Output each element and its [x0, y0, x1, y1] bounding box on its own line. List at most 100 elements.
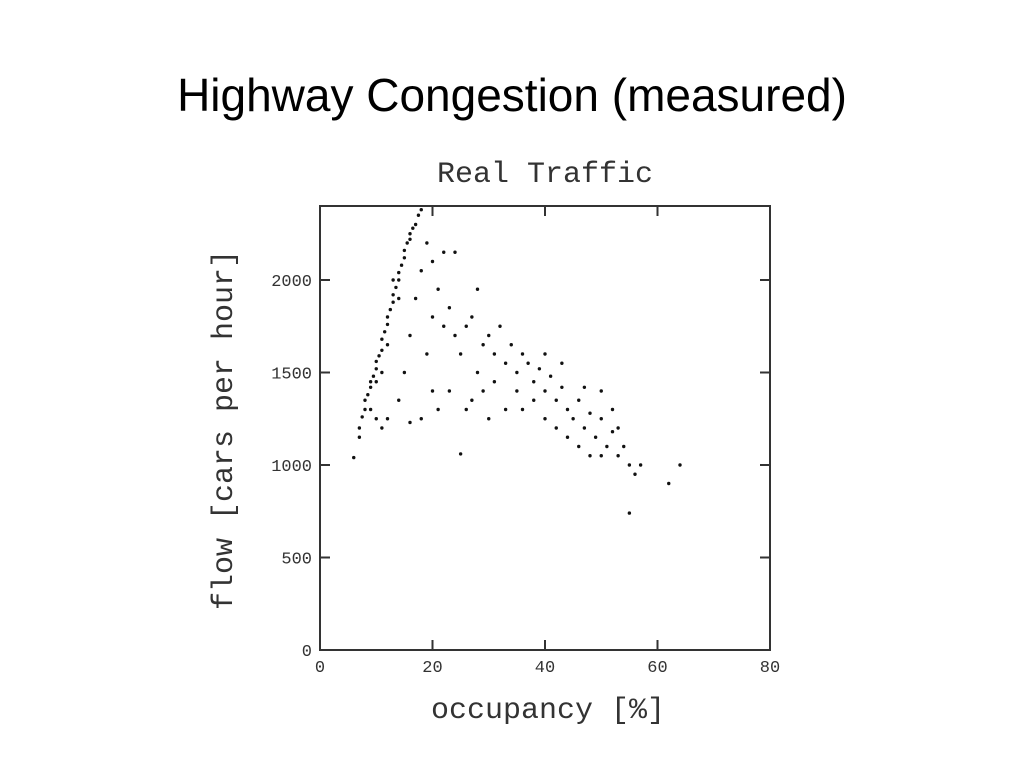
point: [363, 398, 367, 402]
point: [509, 343, 513, 347]
point: [537, 367, 542, 371]
point: [616, 426, 620, 430]
point: [447, 306, 452, 310]
y-tick-label: 0: [302, 643, 312, 662]
point: [481, 343, 485, 347]
point: [391, 300, 395, 304]
point: [588, 454, 592, 458]
point: [498, 324, 502, 328]
point: [425, 241, 429, 245]
point: [357, 426, 362, 430]
point: [402, 248, 407, 253]
point: [371, 374, 376, 378]
y-tick-label: 500: [281, 551, 312, 570]
point: [571, 417, 575, 421]
point: [436, 287, 440, 291]
point: [408, 333, 412, 338]
point: [413, 222, 418, 227]
point: [374, 367, 378, 371]
point: [481, 389, 485, 393]
point: [627, 463, 632, 467]
point: [543, 352, 547, 356]
point: [565, 407, 570, 412]
point: [543, 389, 547, 393]
point: [397, 278, 401, 282]
point: [582, 426, 587, 430]
point: [627, 511, 632, 515]
point: [405, 241, 409, 245]
point: [408, 237, 412, 241]
chart-title: Real Traffic: [437, 158, 653, 192]
point: [470, 398, 474, 402]
point: [599, 454, 603, 458]
point: [678, 463, 682, 467]
x-tick-label: 0: [315, 659, 325, 678]
point: [442, 250, 446, 254]
point: [520, 407, 525, 412]
point: [560, 385, 564, 389]
point: [416, 213, 421, 217]
point: [458, 352, 463, 356]
point: [430, 259, 435, 264]
point: [388, 307, 393, 312]
y-tick-label: 2000: [271, 273, 312, 292]
point: [487, 417, 491, 421]
slide-title: Highway Congestion (measured): [177, 69, 847, 121]
point: [453, 333, 457, 338]
point: [366, 393, 370, 397]
point: [520, 352, 525, 356]
point: [352, 455, 356, 460]
point: [605, 444, 609, 449]
point: [413, 296, 418, 301]
point: [515, 389, 519, 393]
x-tick-label: 40: [535, 659, 555, 678]
point: [425, 352, 429, 356]
point: [380, 426, 384, 430]
point: [374, 417, 378, 421]
point: [402, 370, 407, 375]
point: [394, 285, 398, 290]
point: [402, 256, 407, 260]
point: [588, 411, 592, 415]
point: [380, 337, 384, 341]
point: [667, 481, 671, 486]
point: [599, 417, 603, 421]
point: [475, 287, 480, 291]
point: [610, 430, 615, 434]
point: [380, 348, 384, 352]
point: [532, 398, 536, 402]
point: [464, 324, 468, 328]
point: [554, 426, 558, 430]
y-axis-label: flow [cars per hour]: [208, 250, 242, 610]
point: [582, 385, 587, 389]
point: [430, 315, 435, 319]
point: [419, 269, 423, 273]
point: [397, 398, 401, 402]
point: [360, 415, 364, 419]
point: [357, 435, 362, 439]
x-axis-label: occupancy [%]: [431, 694, 665, 728]
point: [377, 354, 381, 358]
point: [526, 361, 530, 365]
point: [382, 330, 387, 334]
point: [543, 417, 547, 421]
point: [638, 463, 643, 467]
point: [492, 380, 497, 384]
point: [391, 293, 395, 297]
point: [453, 250, 457, 254]
point: [442, 324, 446, 328]
point: [475, 370, 480, 375]
point: [368, 385, 373, 389]
point: [593, 435, 598, 439]
point: [368, 407, 373, 412]
point: [532, 380, 536, 384]
point: [464, 407, 468, 412]
point: [397, 270, 401, 275]
x-tick-label: 20: [422, 659, 442, 678]
point: [363, 407, 367, 412]
point: [385, 322, 390, 327]
point: [577, 444, 581, 449]
point: [408, 232, 412, 236]
point: [391, 278, 395, 282]
point: [577, 398, 581, 402]
